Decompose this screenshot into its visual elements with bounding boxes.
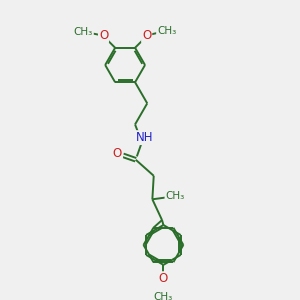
Text: CH₃: CH₃ xyxy=(154,292,173,300)
Text: CH₃: CH₃ xyxy=(74,27,93,37)
Text: O: O xyxy=(159,272,168,285)
Text: O: O xyxy=(99,29,108,42)
Text: CH₃: CH₃ xyxy=(165,191,185,201)
Text: NH: NH xyxy=(136,131,153,144)
Text: O: O xyxy=(113,147,122,160)
Text: O: O xyxy=(142,29,151,42)
Text: CH₃: CH₃ xyxy=(157,26,176,36)
